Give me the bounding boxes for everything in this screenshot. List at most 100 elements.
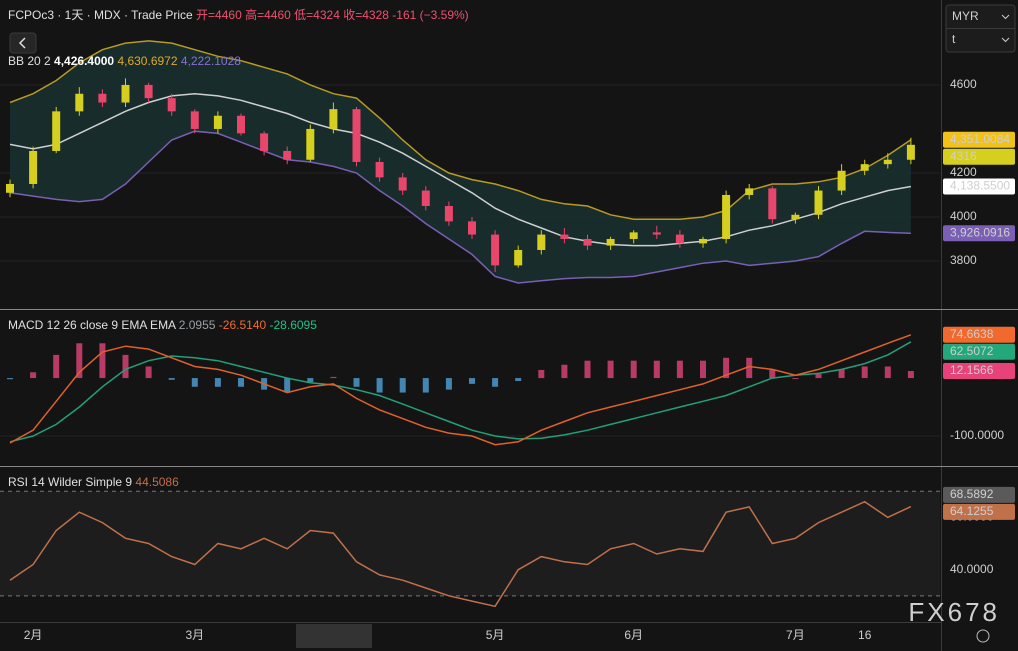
histogram-bar (884, 366, 891, 379)
histogram-bar (76, 343, 83, 379)
unit[interactable]: t (952, 32, 956, 46)
watermark: FX678 (908, 597, 1000, 627)
candle-body (444, 205, 453, 222)
open: 开=4460 (196, 8, 242, 22)
histogram-bar (7, 378, 13, 380)
y-tick-label: 4200 (950, 165, 977, 179)
histogram-bar (676, 360, 683, 379)
candle-body (722, 194, 731, 239)
legend-value: 4,630.6972 (117, 54, 177, 68)
rsi-line (9, 500, 912, 608)
bb-upper (9, 40, 912, 220)
y-tick-label: -100.0000 (950, 428, 1004, 442)
candle-body (144, 84, 153, 99)
collapse-button[interactable] (9, 32, 37, 54)
price-label-bg (943, 486, 1015, 503)
y-tick-label: 40.0000 (950, 562, 994, 576)
candle-body (190, 111, 199, 129)
candle-body (375, 161, 384, 178)
candle-body (791, 214, 800, 220)
histogram-bar (330, 376, 337, 379)
candle-body (75, 93, 84, 112)
price-label: 3,926.0916 (950, 225, 1010, 239)
legend-value: 44.5086 (135, 475, 179, 489)
candle-body (306, 128, 315, 160)
y-tick-label: 4600 (950, 77, 977, 91)
legend-value: 4,222.1028 (181, 54, 241, 68)
x-tick-label: 16 (858, 628, 872, 642)
histogram-bar (838, 369, 845, 379)
histogram-bar (584, 360, 591, 379)
histogram-bar (284, 378, 291, 393)
price-label-bg (943, 326, 1015, 343)
rsi-legend: RSI 14 Wilder Simple 9 44.5086 (8, 475, 179, 489)
bb-middle (9, 92, 912, 247)
price-label: 74.6638 (950, 327, 994, 341)
legend-value: -26.5140 (219, 318, 267, 332)
histogram-bar (515, 378, 522, 381)
candle-body (537, 234, 546, 250)
candle-body (121, 84, 130, 103)
candle-body (52, 111, 61, 151)
histogram-bar (30, 372, 37, 379)
header: FCPOc3 · 1天 · MDX · Trade Price 开=4460 高… (8, 7, 469, 22)
candle-body (560, 234, 569, 239)
candle-body (906, 144, 915, 160)
candle-body (514, 249, 523, 266)
histogram-bar (792, 378, 799, 380)
candle-body (6, 183, 14, 193)
candle-body (491, 234, 500, 266)
indicator-name: BB 20 2 (8, 54, 51, 68)
x-tick-label: 5月 (486, 628, 505, 642)
price-label: 4,351.0084 (950, 132, 1010, 146)
histogram-bar (769, 369, 776, 379)
legend-value: -28.6095 (270, 318, 318, 332)
candle-body (421, 190, 430, 206)
histogram-bar (168, 378, 175, 380)
candle-body (352, 109, 361, 162)
histogram-bar (607, 360, 614, 379)
histogram-bar (145, 366, 152, 379)
low: 低=4324 (294, 8, 340, 22)
indicator-name: RSI 14 Wilder Simple 9 (8, 475, 132, 489)
crosshair-date-bg (296, 624, 372, 648)
dropdown-icons (1001, 14, 1010, 43)
histogram-bar (653, 360, 660, 379)
histogram-bar (815, 374, 822, 379)
histogram-bar (723, 357, 730, 379)
y-tick-label: 4000 (950, 209, 977, 223)
price-label-bg (943, 131, 1015, 148)
chevron-icon (18, 37, 26, 49)
candle-body (237, 115, 245, 134)
histogram-bar (214, 378, 221, 387)
candle-body (860, 164, 869, 171)
currency[interactable]: MYR (952, 9, 979, 23)
high: 高=4460 (245, 7, 291, 22)
histogram-bar (561, 364, 568, 379)
candle-body (768, 188, 777, 220)
x-tick-label: 6月 (624, 628, 643, 642)
price-label-bg (943, 343, 1015, 360)
settings-icon[interactable] (976, 629, 990, 643)
histogram-bar (99, 343, 106, 379)
band-fill (10, 40, 911, 283)
legend-value: 4,426.4000 (54, 54, 114, 68)
price-label: 4316 (950, 149, 977, 163)
indicator-name: MACD 12 26 close 9 EMA EMA (8, 318, 176, 332)
x-tick-label: 7月 (786, 628, 805, 642)
candle-body (837, 170, 846, 191)
histogram-bar (700, 360, 706, 379)
candle-body (283, 150, 292, 160)
candle-body (675, 234, 684, 244)
candle-body (329, 109, 338, 129)
close: 收=4328 (343, 8, 389, 22)
price-label-bg (943, 503, 1015, 520)
price-label: 62.5072 (950, 344, 994, 358)
price-label: 12.1566 (950, 363, 994, 377)
histogram-bar (376, 378, 383, 393)
bb-lower (9, 130, 911, 284)
candle-body (629, 232, 638, 239)
candle-body (468, 221, 476, 235)
histogram-bar (422, 378, 429, 393)
